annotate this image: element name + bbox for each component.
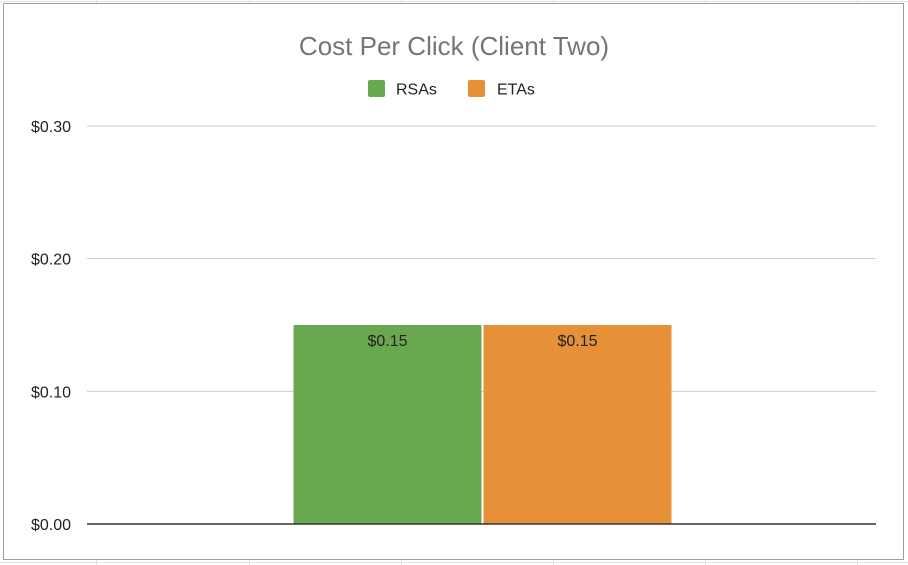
y-tick-label: $0.20 (31, 252, 71, 269)
bar-rsas[interactable] (293, 325, 482, 524)
data-label-rsas: $0.15 (367, 333, 407, 350)
y-tick-label: $0.00 (31, 517, 71, 534)
legend-swatch-etas (468, 80, 485, 97)
legend-label-rsas: RSAs (396, 82, 437, 99)
y-tick-label: $0.30 (31, 119, 71, 136)
legend-label-etas: ETAs (497, 82, 535, 99)
data-labels: $0.15 $0.15 (367, 333, 597, 350)
y-axis-ticks: $0.00 $0.10 $0.20 $0.30 (31, 119, 71, 534)
y-tick-label: $0.10 (31, 384, 71, 401)
sheet-gridline (0, 1, 908, 2)
legend[interactable]: RSAs ETAs (368, 80, 535, 99)
bar-etas[interactable] (483, 325, 672, 524)
chart-title: Cost Per Click (Client Two) (299, 31, 609, 61)
data-label-etas: $0.15 (557, 333, 597, 350)
sheet-gridline (0, 562, 908, 563)
legend-swatch-rsas (368, 80, 385, 97)
bars (293, 325, 672, 524)
